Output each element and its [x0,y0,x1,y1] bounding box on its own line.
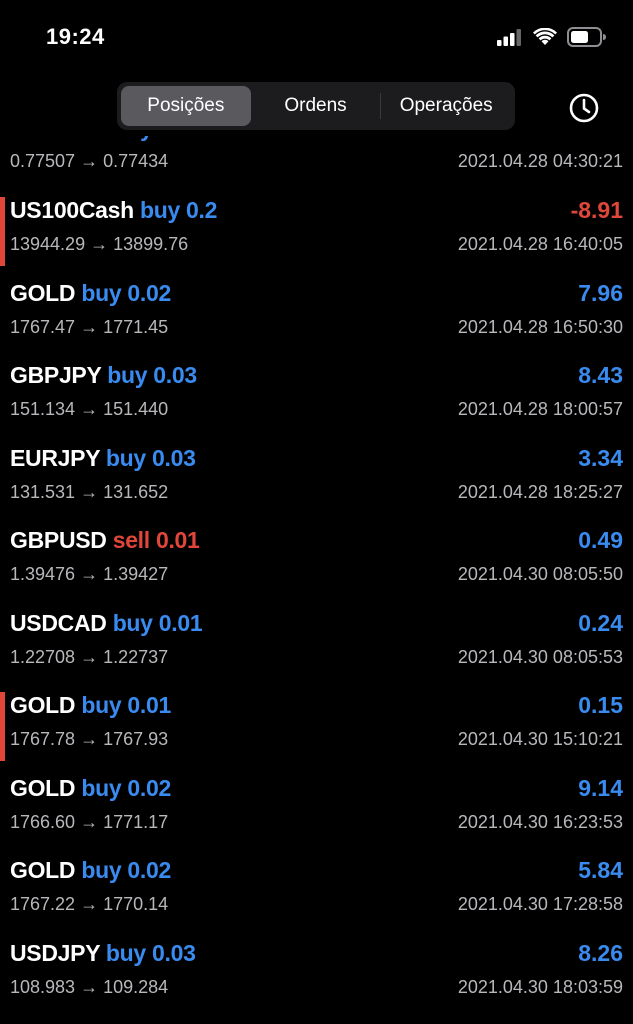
position-direction: buy 0.02 [81,774,171,801]
position-profit: 0.15 [578,692,623,718]
tab-ordens[interactable]: Ordens [284,95,347,116]
position-prices: 1767.78 → 1767.93 [10,729,169,749]
position-prices: 1767.22 → 1770.14 [10,894,169,914]
position-prices: 108.983 → 109.284 [10,976,169,997]
tab-posicoes[interactable]: Posições [121,86,251,126]
position-direction: buy 0.2 [139,197,218,223]
position-symbol: GOLD buy 0.02 [10,857,171,883]
position-profit: 0.49 [578,527,623,553]
position-symbol: GOLD buy 0.01 [10,692,171,718]
position-time: 2021.04.30 08:05:50 [457,564,623,584]
position-direction: buy 0.01 [112,609,203,636]
position-row[interactable]: GOLD buy 0.02 1767.22 → 1770.14 5.84 202… [0,849,633,932]
position-profit: 0.24 [578,609,623,636]
signal-icon [497,28,523,51]
position-prices: 1766.60 → 1771.17 [10,811,169,832]
position-symbol: USDCAD buy 0.01 [10,609,203,636]
position-direction: buy 0.03 [105,444,196,471]
position-time: 2021.04.28 04:30:21 [457,151,623,171]
position-prices: 0.77507 → 0.77434 [10,151,169,171]
position-time: 2021.04.30 16:23:53 [457,811,623,832]
position-row[interactable]: US100Cash buy 0.2 13944.29 → 13899.76 -8… [0,189,633,272]
position-row[interactable]: GBPUSD sell 0.01 1.39476 → 1.39427 0.49 … [0,519,633,602]
position-profit: -8.91 [570,197,623,223]
segmented-control: Posições Ordens Operações [117,82,515,130]
position-time: 2021.04.30 18:03:59 [457,976,623,997]
position-symbol: US100Cash buy 0.2 [10,197,218,223]
position-row[interactable]: GOLD buy 0.01 1767.78 → 1767.93 0.15 202… [0,684,633,767]
position-profit: 3.34 [578,444,623,471]
position-profit: 8.43 [578,362,623,388]
position-row[interactable]: USDJPY buy 0.03 108.983 → 109.284 8.26 2… [0,932,633,1015]
position-row[interactable]: USDCAD buy 0.01 1.22708 → 1.22737 0.24 2… [0,602,633,685]
position-direction: buy 0.01 [81,692,171,718]
position-direction: buy 0.03 [105,939,196,966]
position-row[interactable]: AUDUSD buy 0.01 0.77507 → 0.77434 -0.73 … [0,115,633,189]
position-profit: 5.84 [578,857,623,883]
position-time: 2021.04.28 18:25:27 [457,481,623,502]
position-time: 2021.04.30 17:28:58 [457,894,623,914]
position-direction: buy 0.03 [107,362,197,388]
position-prices: 1767.47 → 1771.45 [10,316,169,337]
position-time: 2021.04.28 18:00:57 [457,399,623,419]
position-row[interactable]: GOLD buy 0.02 1766.60 → 1771.17 9.14 202… [0,767,633,850]
position-direction: sell 0.01 [112,527,200,553]
wifi-icon [533,27,557,51]
position-prices: 151.134 → 151.440 [10,399,169,419]
positions-list: AUDUSD buy 0.01 0.77507 → 0.77434 -0.73 … [0,115,633,1015]
position-row[interactable]: GOLD buy 0.02 1767.47 → 1771.45 7.96 202… [0,272,633,355]
position-prices: 13944.29 → 13899.76 [10,234,189,254]
position-time: 2021.04.30 15:10:21 [457,729,623,749]
position-time: 2021.04.28 16:40:05 [457,234,623,254]
position-symbol: EURJPY buy 0.03 [10,444,196,471]
position-row[interactable]: GBPJPY buy 0.03 151.134 → 151.440 8.43 2… [0,354,633,437]
position-symbol: GBPJPY buy 0.03 [10,362,197,388]
battery-icon [567,27,607,52]
position-symbol: GOLD buy 0.02 [10,279,171,306]
clock-icon[interactable] [568,92,600,124]
position-prices: 1.22708 → 1.22737 [10,646,169,667]
position-row[interactable]: EURJPY buy 0.03 131.531 → 131.652 3.34 2… [0,437,633,520]
status-time: 19:24 [46,24,105,49]
status-icons [497,27,607,52]
position-time: 2021.04.28 16:50:30 [457,316,623,337]
position-time: 2021.04.30 08:05:53 [457,646,623,667]
position-symbol: USDJPY buy 0.03 [10,939,196,966]
position-direction: buy 0.02 [81,279,171,306]
position-prices: 1.39476 → 1.39427 [10,564,169,584]
position-direction: buy 0.02 [81,857,171,883]
position-profit: 7.96 [578,279,623,306]
status-bar: 19:24 [0,0,633,76]
position-prices: 131.531 → 131.652 [10,481,169,502]
position-symbol: GOLD buy 0.02 [10,774,171,801]
position-profit: 9.14 [578,774,623,801]
position-symbol: GBPUSD sell 0.01 [10,527,200,553]
segment-divider [380,93,382,119]
header: Posições Ordens Operações [0,76,633,136]
position-profit: 8.26 [578,939,623,966]
tab-operacoes[interactable]: Operações [399,95,493,116]
